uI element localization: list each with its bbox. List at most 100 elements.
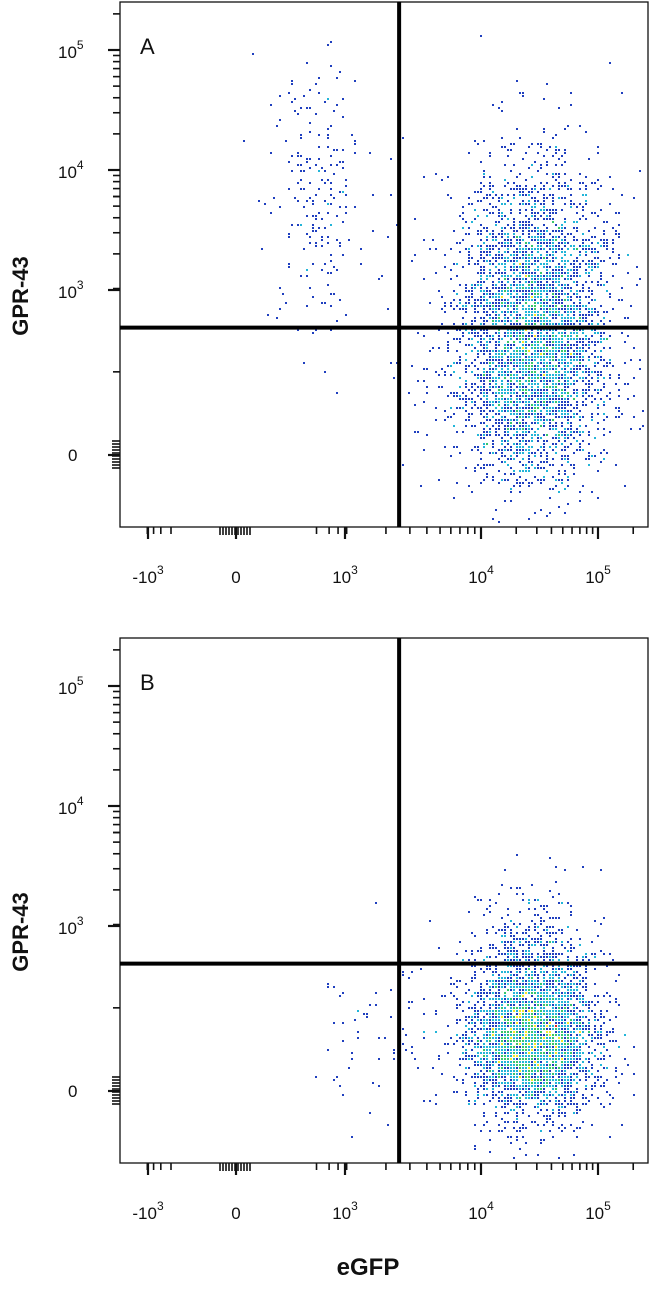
event-dot <box>561 260 563 262</box>
event-dot <box>543 371 545 373</box>
event-dot <box>576 1040 578 1042</box>
event-dot <box>495 299 497 301</box>
event-dot <box>483 380 485 382</box>
event-dot <box>543 194 545 196</box>
event-dot <box>591 1124 593 1126</box>
event-dot <box>489 1016 491 1018</box>
event-dot <box>501 386 503 388</box>
event-dot <box>588 263 590 265</box>
event-dot <box>570 305 572 307</box>
event-dot <box>528 395 530 397</box>
event-dot <box>504 449 506 451</box>
event-dot <box>516 434 518 436</box>
event-dot <box>498 329 500 331</box>
event-dot <box>522 449 524 451</box>
event-dot <box>504 944 506 946</box>
event-dot <box>525 359 527 361</box>
event-dot <box>597 1043 599 1045</box>
event-dot <box>537 335 539 337</box>
event-dot <box>525 353 527 355</box>
event-dot <box>531 1007 533 1009</box>
event-dot <box>450 248 452 250</box>
event-dot <box>582 317 584 319</box>
event-dot <box>528 401 530 403</box>
event-dot <box>498 977 500 979</box>
event-dot <box>567 1046 569 1048</box>
event-dot <box>312 200 314 202</box>
event-dot <box>537 377 539 379</box>
event-dot <box>585 1025 587 1027</box>
event-dot <box>480 452 482 454</box>
event-dot <box>354 80 356 82</box>
event-dot <box>507 1037 509 1039</box>
event-dot <box>579 992 581 994</box>
event-dot <box>519 317 521 319</box>
event-dot <box>501 218 503 220</box>
event-dot <box>495 1040 497 1042</box>
event-dot <box>531 1076 533 1078</box>
event-dot <box>603 233 605 235</box>
event-dot <box>540 374 542 376</box>
event-dot <box>558 398 560 400</box>
event-dot <box>603 1106 605 1108</box>
event-dot <box>609 203 611 205</box>
event-dot <box>489 992 491 994</box>
event-dot <box>534 1043 536 1045</box>
event-dot <box>570 347 572 349</box>
event-dot <box>549 410 551 412</box>
event-dot <box>516 932 518 934</box>
event-dot <box>525 1142 527 1144</box>
event-dot <box>546 281 548 283</box>
event-dot <box>543 1100 545 1102</box>
event-dot <box>543 1046 545 1048</box>
event-dot <box>513 188 515 190</box>
event-dot <box>507 914 509 916</box>
event-dot <box>564 221 566 223</box>
event-dot <box>522 1025 524 1027</box>
event-dot <box>582 1097 584 1099</box>
event-dot <box>513 1010 515 1012</box>
event-dot <box>486 401 488 403</box>
event-dot <box>576 344 578 346</box>
event-dot <box>537 434 539 436</box>
event-dot <box>474 389 476 391</box>
event-dot <box>606 338 608 340</box>
event-dot <box>495 272 497 274</box>
event-dot <box>507 410 509 412</box>
event-dot <box>603 1085 605 1087</box>
event-dot <box>447 332 449 334</box>
event-dot <box>519 377 521 379</box>
event-dot <box>555 1100 557 1102</box>
event-dot <box>492 464 494 466</box>
event-dot <box>471 950 473 952</box>
event-dot <box>501 245 503 247</box>
event-dot <box>510 965 512 967</box>
event-dot <box>300 164 302 166</box>
event-dot <box>489 1070 491 1072</box>
event-dot <box>567 926 569 928</box>
event-dot <box>585 1103 587 1105</box>
event-dot <box>579 1022 581 1024</box>
event-dot <box>543 1010 545 1012</box>
event-dot <box>606 242 608 244</box>
event-dot <box>480 338 482 340</box>
event-dot <box>525 314 527 316</box>
event-dot <box>327 179 329 181</box>
event-dot <box>498 1091 500 1093</box>
event-dot <box>573 1010 575 1012</box>
event-dot <box>462 431 464 433</box>
event-dot <box>552 1052 554 1054</box>
event-dot <box>573 416 575 418</box>
event-dot <box>600 1064 602 1066</box>
event-dot <box>480 290 482 292</box>
event-dot <box>540 971 542 973</box>
event-dot <box>573 413 575 415</box>
event-dot <box>564 458 566 460</box>
event-dot <box>546 461 548 463</box>
event-dot <box>516 1139 518 1141</box>
event-dot <box>582 350 584 352</box>
event-dot <box>339 206 341 208</box>
event-dot <box>480 1052 482 1054</box>
event-dot <box>582 404 584 406</box>
event-dot <box>519 314 521 316</box>
